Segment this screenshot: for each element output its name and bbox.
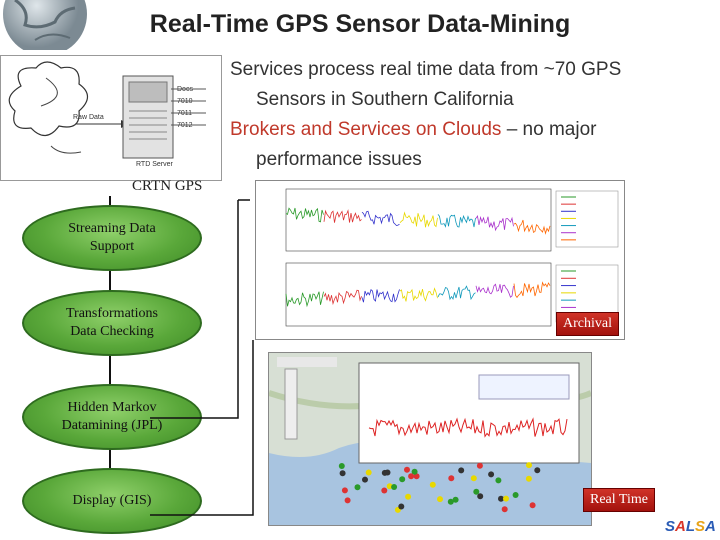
map-station-pin bbox=[495, 477, 502, 484]
oval-transformations: Transformations Data Checking bbox=[22, 290, 202, 356]
map-station-pin bbox=[413, 473, 420, 480]
globe-decoration bbox=[0, 0, 110, 50]
map-station-pin bbox=[429, 481, 436, 488]
map-station-pin bbox=[501, 506, 508, 513]
map-station-pin bbox=[503, 495, 509, 502]
map-station-pin bbox=[362, 476, 368, 483]
chart-trace bbox=[437, 214, 476, 228]
map-station-pin bbox=[452, 496, 459, 503]
chart-trace bbox=[285, 207, 324, 223]
map-station-pin bbox=[529, 502, 536, 509]
map-station-pin bbox=[405, 493, 412, 500]
map-station-pin bbox=[339, 470, 346, 477]
chart-trace bbox=[399, 211, 438, 228]
map-station-pin bbox=[437, 496, 443, 503]
gis-map-image bbox=[268, 352, 592, 526]
chart-trace bbox=[513, 281, 551, 299]
rtd-server-label: RTD Server bbox=[136, 161, 173, 168]
chart-trace bbox=[323, 209, 362, 223]
map-station-pin bbox=[341, 487, 348, 494]
chart-trace bbox=[323, 289, 362, 306]
crtn-gps-label: CRTN GPS bbox=[132, 178, 203, 194]
chart-trace bbox=[361, 288, 400, 303]
map-station-pin bbox=[408, 473, 415, 480]
map-station-pin bbox=[534, 467, 541, 474]
bullet-1: Services process real time data from ~70… bbox=[230, 59, 622, 110]
map-station-pin bbox=[473, 488, 480, 495]
chart-trace bbox=[361, 210, 400, 227]
raw-data-label: Raw Data bbox=[73, 114, 104, 121]
chart-trace bbox=[285, 291, 324, 308]
map-station-pin bbox=[525, 475, 532, 482]
map-station-pin bbox=[526, 462, 532, 469]
map-station-pin bbox=[470, 475, 477, 482]
map-station-pin bbox=[354, 484, 361, 491]
map-station-pin bbox=[381, 487, 388, 494]
map-station-pin bbox=[447, 498, 454, 505]
chart-trace bbox=[475, 215, 514, 232]
archival-badge: Archival bbox=[556, 312, 619, 336]
map-station-pin bbox=[448, 475, 455, 482]
map-station-pin bbox=[477, 493, 484, 500]
map-station-pin bbox=[476, 462, 483, 469]
map-station-pin bbox=[512, 492, 519, 498]
chart-trace bbox=[437, 285, 476, 301]
map-station-pin bbox=[488, 471, 495, 478]
page-title: Real-Time GPS Sensor Data-Mining bbox=[149, 10, 571, 38]
rtd-server-diagram: Raw Data RTD Server Docs 7010 7011 7012 bbox=[0, 55, 222, 181]
chart-legend-box bbox=[555, 190, 619, 248]
chart-trace bbox=[399, 287, 438, 302]
bullet-2: Brokers and Services on Clouds – no majo… bbox=[230, 119, 597, 170]
salsa-logo: SALSA bbox=[665, 518, 716, 535]
map-station-pin bbox=[384, 469, 391, 476]
bullet-list: Services process real time data from ~70… bbox=[230, 55, 710, 175]
chart-trace bbox=[475, 283, 514, 298]
realtime-badge: Real Time bbox=[583, 488, 655, 512]
branch-connectors bbox=[150, 199, 254, 516]
map-station-pin bbox=[398, 503, 405, 510]
map-station-pin bbox=[386, 483, 393, 490]
map-station-pin bbox=[411, 468, 418, 475]
map-station-pin bbox=[458, 467, 465, 474]
map-station-pin bbox=[404, 466, 410, 473]
map-station-pin bbox=[338, 463, 345, 469]
map-station-pin bbox=[399, 476, 406, 483]
chart-trace bbox=[513, 219, 551, 235]
map-station-pin bbox=[365, 469, 372, 476]
oval-hidden-markov: Hidden Markov Datamining (JPL) bbox=[22, 384, 202, 450]
oval-display-gis: Display (GIS) bbox=[22, 468, 202, 534]
map-station-pin bbox=[391, 484, 398, 490]
chart-panel-frame bbox=[285, 188, 552, 252]
oval-streaming-data: Streaming Data Support bbox=[22, 205, 202, 271]
map-station-pin bbox=[498, 495, 504, 502]
map-station-pin bbox=[344, 497, 351, 504]
